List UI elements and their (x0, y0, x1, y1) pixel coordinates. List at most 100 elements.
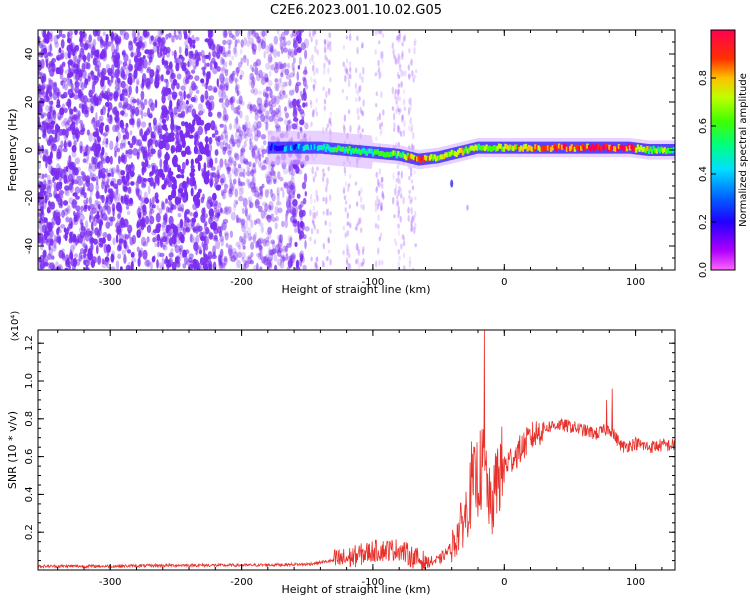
noise-speckle (312, 223, 316, 229)
noise-speckle (326, 43, 330, 50)
noise-speckle (60, 52, 65, 60)
ridge-cell (507, 145, 510, 151)
noise-speckle (256, 240, 260, 248)
noise-speckle (234, 117, 239, 125)
noise-speckle (283, 30, 290, 36)
noise-speckle (125, 150, 129, 155)
noise-speckle (168, 171, 174, 176)
noise-speckle (205, 76, 210, 82)
noise-speckle (232, 183, 236, 192)
noise-speckle (220, 56, 224, 66)
noise-speckle (198, 110, 204, 116)
noise-speckle (250, 186, 257, 193)
ridge-cell (406, 152, 409, 158)
noise-speckle (376, 116, 379, 122)
noise-speckle (403, 34, 407, 42)
noise-speckle (414, 222, 417, 230)
noise-speckle (115, 168, 121, 175)
noise-speckle (377, 224, 380, 230)
noise-speckle (124, 240, 128, 250)
noise-speckle (80, 248, 85, 255)
noise-speckle (220, 178, 224, 186)
noise-speckle (256, 252, 261, 258)
noise-speckle (267, 53, 273, 64)
noise-speckle (56, 125, 60, 133)
noise-speckle (396, 194, 399, 200)
noise-speckle (378, 199, 381, 207)
noise-speckle (328, 32, 331, 39)
noise-speckle (110, 190, 116, 200)
noise-speckle (308, 30, 312, 37)
ridge-cell (491, 145, 495, 151)
noise-speckle (234, 39, 238, 48)
noise-speckle (146, 31, 150, 37)
noise-speckle (313, 30, 316, 35)
noise-speckle (236, 259, 242, 269)
noise-speckle (91, 221, 94, 231)
noise-speckle (90, 106, 94, 114)
noise-speckle (293, 106, 298, 115)
noise-speckle (282, 190, 285, 198)
noise-speckle (297, 220, 300, 231)
noise-speckle (270, 239, 275, 245)
noise-speckle (408, 106, 411, 114)
spectrogram-x-tick-label: -300 (99, 277, 122, 288)
noise-speckle (177, 164, 181, 173)
noise-speckle (190, 57, 195, 67)
noise-speckle (152, 135, 156, 144)
noise-speckle (381, 192, 385, 197)
noise-speckle (210, 166, 216, 171)
noise-speckle (407, 110, 411, 117)
noise-speckle (295, 205, 298, 215)
noise-speckle (227, 172, 232, 179)
noise-speckle (115, 116, 120, 122)
noise-speckle (343, 114, 347, 122)
noise-speckle (260, 225, 264, 234)
noise-speckle (268, 106, 274, 115)
noise-speckle (304, 49, 308, 60)
noise-speckle (268, 171, 275, 176)
noise-speckle (56, 236, 62, 244)
noise-speckle (181, 139, 186, 149)
noise-speckle (68, 59, 74, 65)
colorbar-tick-label: 0.2 (698, 214, 709, 230)
noise-speckle (379, 30, 383, 35)
noise-speckle (378, 168, 381, 175)
noise-speckle (105, 36, 108, 45)
noise-speckle (84, 259, 90, 267)
ridge-cell (368, 148, 372, 154)
noise-speckle (257, 109, 263, 114)
noise-speckle (254, 200, 261, 205)
ridge-cell (575, 144, 578, 150)
noise-speckle (237, 244, 242, 250)
noise-speckle (165, 78, 169, 89)
noise-speckle (290, 193, 293, 202)
colorbar-tick-label: 0.0 (698, 262, 709, 278)
ridge-cell (371, 151, 375, 157)
noise-speckle (304, 66, 307, 74)
noise-speckle (187, 92, 193, 101)
spectrogram-x-tick-label: 0 (501, 277, 507, 288)
ridge-cell (665, 149, 668, 155)
noise-speckle (211, 193, 215, 203)
noise-speckle (219, 123, 224, 128)
noise-speckle (362, 258, 365, 265)
noise-speckle (258, 90, 262, 95)
noise-speckle (190, 168, 196, 173)
noise-speckle (191, 69, 196, 74)
ridge-cell (509, 144, 512, 150)
ridge-cell (638, 146, 641, 152)
noise-speckle (111, 254, 115, 261)
noise-speckle (254, 112, 259, 121)
ridge-cell (307, 145, 310, 151)
noise-speckle (237, 111, 240, 116)
noise-speckle (58, 47, 62, 54)
noise-speckle (54, 41, 59, 48)
noise-speckle (107, 101, 113, 111)
ridge-cell (652, 145, 655, 151)
noise-speckle (380, 202, 383, 208)
noise-speckle (382, 109, 385, 116)
noise-speckle (70, 67, 76, 75)
noise-speckle (92, 216, 96, 222)
noise-speckle (356, 242, 359, 251)
